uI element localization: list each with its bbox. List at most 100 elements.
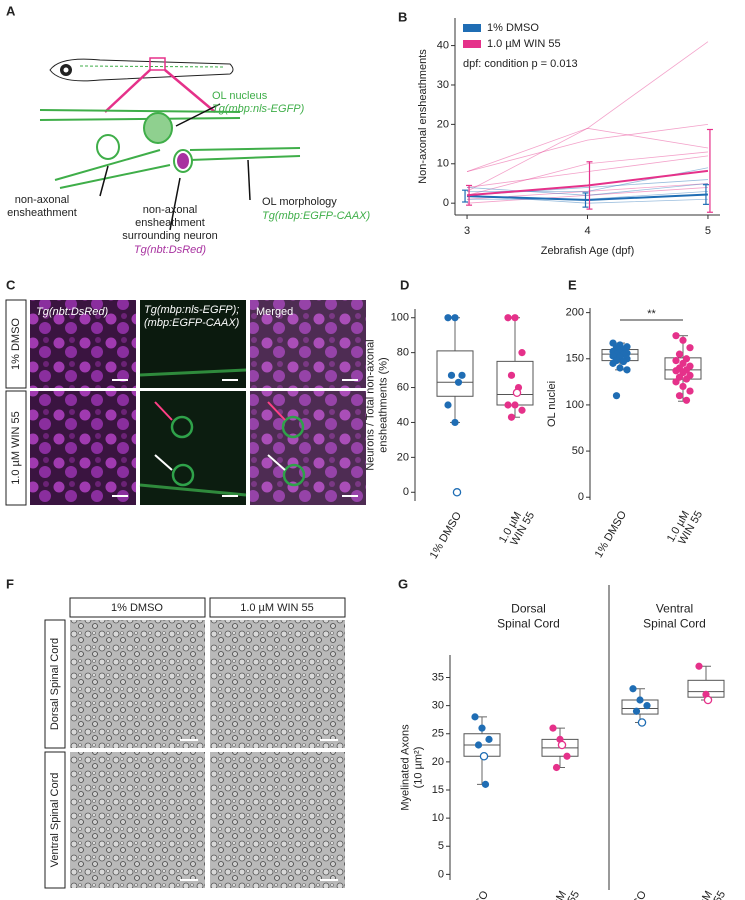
data-point (518, 406, 526, 414)
y-tick-label: 10 (437, 158, 449, 170)
data-point-open (557, 740, 567, 750)
y-axis-label-group: OL nuclei (546, 381, 558, 427)
y-tick-label: 40 (397, 416, 409, 428)
individual-line (467, 187, 708, 204)
y-tick-label: 30 (432, 700, 444, 712)
y-tick-label: 35 (432, 671, 444, 683)
y-tick-label: 60 (397, 381, 409, 393)
data-point (447, 371, 456, 379)
panel-label: E (568, 277, 577, 292)
micrograph-grid (5, 299, 366, 506)
data-point-open (703, 695, 713, 705)
data-point (507, 413, 516, 421)
y-tick-label: 0 (403, 486, 409, 498)
y-axis-label: OL nuclei (546, 381, 558, 427)
y-axis-label: Myelinated Axons (399, 724, 411, 811)
data-point (474, 741, 483, 749)
legend-label: 1% DMSO (487, 22, 539, 34)
data-point (451, 314, 459, 322)
y-axis-label: ensheathments (%) (377, 357, 389, 452)
box (496, 360, 534, 406)
diagram (39, 57, 301, 231)
x-tick-label: 4 (584, 225, 590, 237)
annotation: dpf: condition p = 0.013 (463, 58, 578, 70)
data-point (695, 662, 703, 670)
data-point (478, 724, 486, 732)
diagram-label: OL nucleus (212, 90, 268, 102)
data-point (504, 401, 512, 409)
diagram-label: non-axonal (143, 204, 197, 216)
row-label: Ventral Spinal Cord (49, 773, 61, 868)
panel-label: C (6, 277, 16, 292)
diagram-label: Tg(mbp:nls-EGFP) (212, 103, 305, 115)
panel-label: A (6, 3, 16, 18)
y-tick-label: 50 (572, 445, 584, 457)
data-point (679, 382, 687, 391)
data-point (609, 359, 617, 367)
y-tick-label: 150 (566, 353, 584, 365)
data-point-open (479, 752, 489, 761)
significance-label: ** (647, 308, 656, 320)
box (436, 350, 474, 397)
y-tick-label: 20 (437, 118, 449, 130)
diagram-label: non-axonal (15, 194, 69, 206)
y-axis-label-group: Myelinated Axons (10 µm²) (399, 724, 424, 811)
data-point (481, 780, 490, 788)
x-tick-label: WIN 55 (553, 889, 582, 900)
y-axis-label: Neurons / Total non-axonal (364, 339, 376, 470)
row-label: 1% DMSO (10, 318, 22, 370)
x-tick-label: 5 (705, 225, 711, 237)
data-point (636, 696, 644, 704)
x-tick-label: 1% DMSO (593, 509, 630, 560)
column-label: 1% DMSO (111, 602, 163, 614)
data-point (623, 366, 631, 374)
y-tick-label: 5 (438, 840, 444, 852)
data-point (686, 387, 694, 395)
diagram-label: OL morphology (262, 196, 337, 208)
micrograph-grid (44, 597, 346, 889)
x-tick-label: 1.0 µM (688, 889, 715, 900)
data-point (619, 357, 628, 366)
y-axis-label: Non-axonal ensheathments (417, 49, 429, 184)
y-axis-label: (10 µm²) (412, 747, 424, 789)
data-point (672, 378, 680, 386)
y-tick-label: 100 (566, 399, 584, 411)
diagram-label: ensheathment (7, 207, 77, 219)
data-point-open (637, 718, 647, 727)
data-point (504, 314, 512, 322)
data-point (444, 314, 452, 322)
diagram-label: surrounding neuron (122, 230, 217, 242)
data-point (616, 364, 624, 372)
data-point (679, 336, 687, 344)
data-point (686, 344, 694, 352)
y-tick-label: 200 (566, 307, 584, 319)
y-tick-label: 30 (437, 79, 449, 91)
data-point (672, 332, 680, 340)
y-tick-label: 40 (437, 39, 449, 51)
data-point (518, 349, 526, 357)
data-point (675, 392, 684, 400)
individual-line (466, 123, 709, 173)
data-point (632, 707, 641, 715)
diagram-label: Tg(nbt:DsRed) (134, 244, 206, 256)
data-point (444, 401, 452, 409)
x-axis-label: Zebrafish Age (dpf) (541, 245, 635, 257)
x-tick-label: 3 (464, 225, 470, 237)
diagram-label: Tg(mbp:EGFP-CAAX) (262, 210, 371, 222)
individual-line (466, 41, 709, 173)
panel-label: B (398, 9, 407, 24)
individual-line (466, 155, 709, 188)
column-label: 1.0 µM WIN 55 (240, 602, 314, 614)
data-point (485, 735, 493, 743)
data-point (458, 371, 466, 379)
y-tick-label: 20 (432, 756, 444, 768)
column-label: Merged (256, 306, 293, 318)
y-tick-label: 0 (438, 868, 444, 880)
data-point (454, 378, 463, 386)
subplot-title: Spinal Cord (497, 617, 560, 631)
individual-line (467, 183, 708, 196)
data-point-open (452, 488, 462, 497)
row-label: 1.0 µM WIN 55 (10, 411, 22, 485)
panel-label: D (400, 277, 409, 292)
y-tick-label: 80 (397, 347, 409, 359)
